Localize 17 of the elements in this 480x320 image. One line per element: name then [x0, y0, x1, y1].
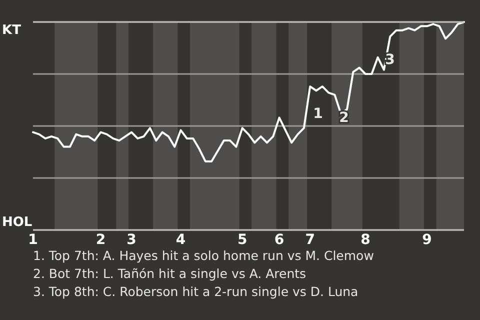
x-tick-label: 2: [96, 232, 106, 248]
text: HOL: [2, 215, 32, 230]
x-tick-label: 6: [274, 232, 284, 248]
x-tick-label: 8: [360, 232, 370, 248]
x-tick-label: 9: [422, 232, 432, 248]
x-tick-label: 5: [237, 232, 248, 248]
x-tick-label: 1: [28, 232, 38, 248]
text: 2. Bot 7th: L. Tañón hit a single vs A. Arents: [33, 266, 306, 281]
annotation: 3: [385, 52, 395, 68]
x-tick-label: 4: [176, 232, 186, 248]
text: 1. Top 7th: A. Hayes hit a solo home run vs M. Clemow: [33, 248, 374, 263]
annotation: 2: [339, 110, 349, 126]
text: 3. Top 8th: C. Roberson hit a 2-run single vs D. Luna: [33, 284, 358, 299]
text: KT: [2, 23, 22, 38]
x-tick-label: 3: [126, 232, 136, 248]
x-tick-label: 7: [305, 232, 315, 248]
annotation: 1: [313, 106, 323, 122]
